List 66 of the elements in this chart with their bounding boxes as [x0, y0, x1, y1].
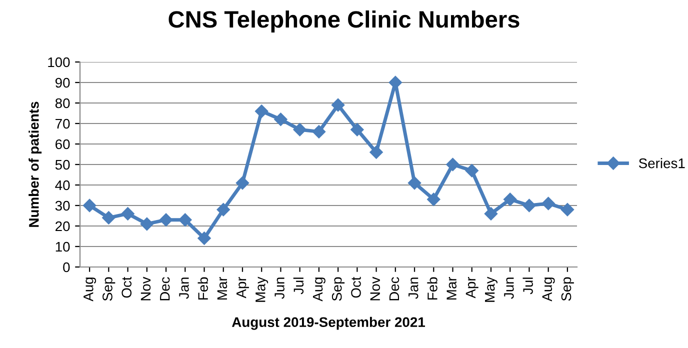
y-axis-title: Number of patients — [28, 102, 42, 227]
point — [465, 164, 478, 178]
x-tick-label: Sep — [561, 277, 574, 301]
point — [274, 112, 288, 126]
point — [312, 125, 326, 138]
point — [178, 213, 192, 226]
y-tick-label: 80 — [55, 98, 70, 108]
point — [331, 98, 345, 112]
point — [236, 176, 250, 190]
x-tick-label: Mar — [446, 276, 456, 300]
point — [504, 192, 517, 206]
x-tick-label: Sep — [332, 277, 345, 301]
point — [121, 207, 134, 220]
x-tick-label: Jul — [293, 278, 304, 294]
y-tick-label: 0 — [63, 262, 70, 272]
y-tick-label: 70 — [56, 118, 70, 129]
x-tick-label: Jan — [179, 278, 189, 299]
point — [198, 232, 211, 245]
point — [255, 104, 268, 118]
x-tick-label: Oct — [122, 276, 132, 298]
x-tick-label: Aug — [542, 278, 555, 302]
x-tick-label: Nov — [370, 276, 380, 300]
x-tick-label: Oct — [351, 276, 361, 298]
y-tick-label: 10 — [56, 242, 70, 252]
x-tick-label: Jul — [522, 278, 533, 294]
x-tick-label: Jan — [408, 278, 418, 299]
legend-label: Series1 — [638, 158, 685, 168]
point — [446, 158, 460, 172]
x-tick-label: Aug — [84, 278, 96, 302]
x-tick-label: Feb — [198, 277, 208, 300]
point — [484, 207, 498, 220]
y-tick-label: 90 — [55, 78, 70, 88]
point — [560, 203, 574, 216]
x-tick-label: Sep — [102, 277, 116, 301]
point — [427, 192, 440, 206]
point — [408, 176, 422, 190]
x-tick-label: May — [256, 276, 268, 302]
y-tick-label: 50 — [55, 160, 70, 170]
y-tick-label: 20 — [56, 221, 70, 232]
x-tick-label: Nov — [140, 276, 151, 300]
y-tick-label: 40 — [55, 180, 70, 190]
x-tick-label: Feb — [427, 277, 438, 300]
point — [102, 211, 116, 224]
chart-title: CNS Telephone Clinic Numbers — [168, 10, 520, 32]
x-tick-label: Mar — [217, 276, 228, 300]
x-tick-label: Jun — [274, 278, 284, 299]
x-tick-label: Jun — [504, 278, 514, 299]
x-tick-label: Apr — [236, 276, 249, 298]
point — [522, 198, 536, 212]
y-tick-label: 60 — [56, 139, 70, 150]
x-tick-label: Dec — [160, 277, 170, 300]
x-tick-label: Apr — [466, 276, 478, 298]
point — [82, 198, 96, 212]
x-tick-label: May — [485, 276, 498, 302]
point — [350, 123, 364, 136]
y-tick-label: 100 — [48, 57, 70, 68]
y-tick-label: 30 — [55, 200, 70, 211]
point — [159, 213, 173, 226]
point — [370, 146, 383, 159]
x-tick-label: Dec — [389, 277, 400, 300]
point — [542, 196, 555, 210]
point — [216, 203, 230, 216]
x-axis-title: August 2019-September 2021 — [232, 316, 425, 330]
point — [293, 123, 306, 136]
x-tick-label: Aug — [312, 278, 326, 302]
point — [140, 217, 154, 231]
